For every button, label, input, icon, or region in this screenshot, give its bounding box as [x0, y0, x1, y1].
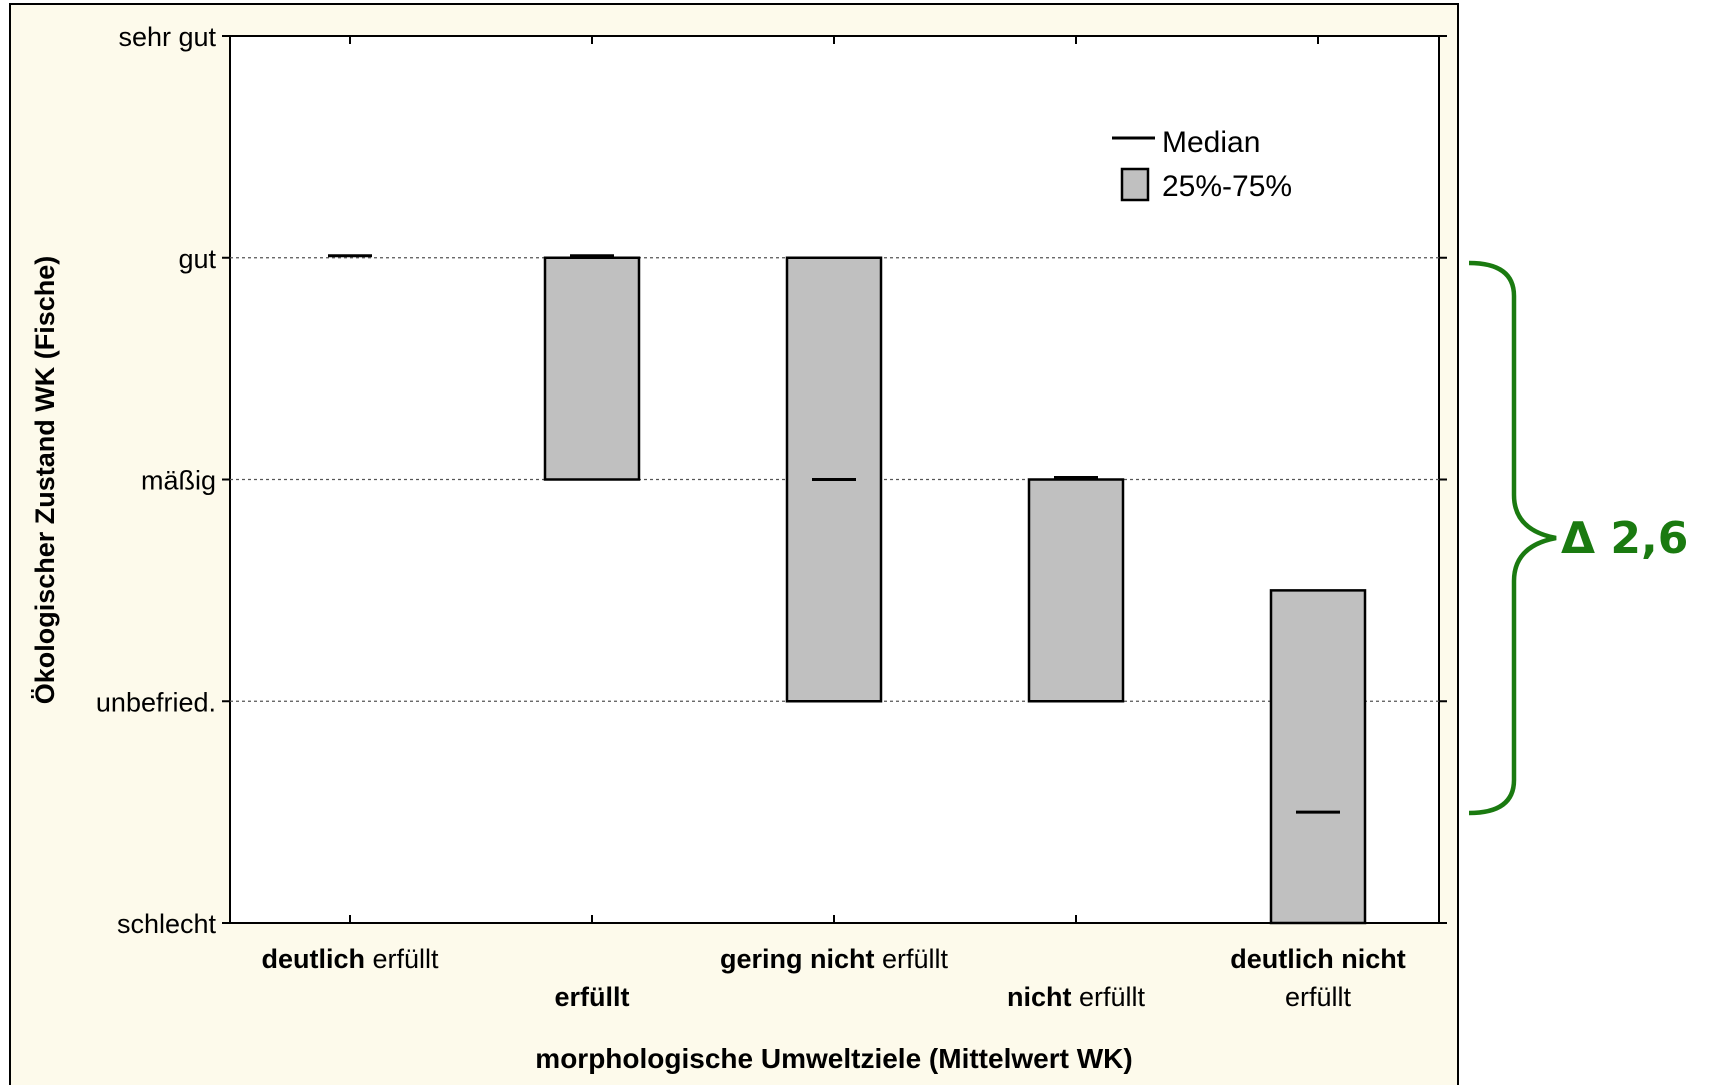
x-tick-label-normal: erfüllt: [1071, 982, 1145, 1012]
y-tick-label: gut: [178, 244, 216, 274]
x-tick-label-normal: erfüllt: [1285, 982, 1352, 1012]
x-tick-label-bold: nicht: [1007, 982, 1072, 1012]
legend-median-label: Median: [1162, 126, 1260, 159]
x-tick-label: gering nicht erfüllt: [720, 944, 949, 974]
x-tick-label: deutlich nicht: [1230, 944, 1406, 974]
box-iqr: [1269, 589, 1367, 925]
y-tick-label: unbefried.: [96, 687, 216, 717]
x-tick-label-normal: erfüllt: [365, 944, 439, 974]
box-iqr: [1027, 478, 1125, 703]
x-tick-label-bold: gering nicht: [720, 944, 875, 974]
y-tick-label: schlecht: [117, 909, 217, 939]
legend-box-swatch: [1120, 167, 1150, 202]
y-tick-label: mäßig: [141, 466, 216, 496]
legend: Median 25%-75%: [1112, 126, 1292, 203]
x-tick-label: nicht erfüllt: [1007, 982, 1146, 1012]
delta-annotation: Δ 2,6: [1468, 260, 1688, 816]
box-iqr: [543, 256, 641, 481]
curly-brace: [1468, 260, 1557, 816]
x-tick-label-normal: erfüllt: [874, 944, 948, 974]
legend-box-label: 25%-75%: [1162, 170, 1292, 203]
y-axis-label: Ökologischer Zustand WK (Fische): [30, 256, 60, 705]
x-axis-label: morphologische Umweltziele (Mittelwert W…: [535, 1043, 1132, 1074]
y-axis: sehr gut gut mäßig unbefried. schlecht: [96, 22, 1447, 939]
x-tick-label: deutlich erfüllt: [261, 944, 439, 974]
boxes: [328, 254, 1367, 925]
delta-label: Δ 2,6: [1561, 513, 1688, 564]
x-tick-label-bold: deutlich nicht: [1230, 944, 1406, 974]
x-tick-label-bold: deutlich: [261, 944, 365, 974]
x-tick-label-bold: erfüllt: [554, 982, 629, 1012]
y-tick-label: sehr gut: [118, 22, 216, 52]
x-tick-label: erfüllt: [1285, 982, 1352, 1012]
x-tick-label: erfüllt: [554, 982, 629, 1012]
